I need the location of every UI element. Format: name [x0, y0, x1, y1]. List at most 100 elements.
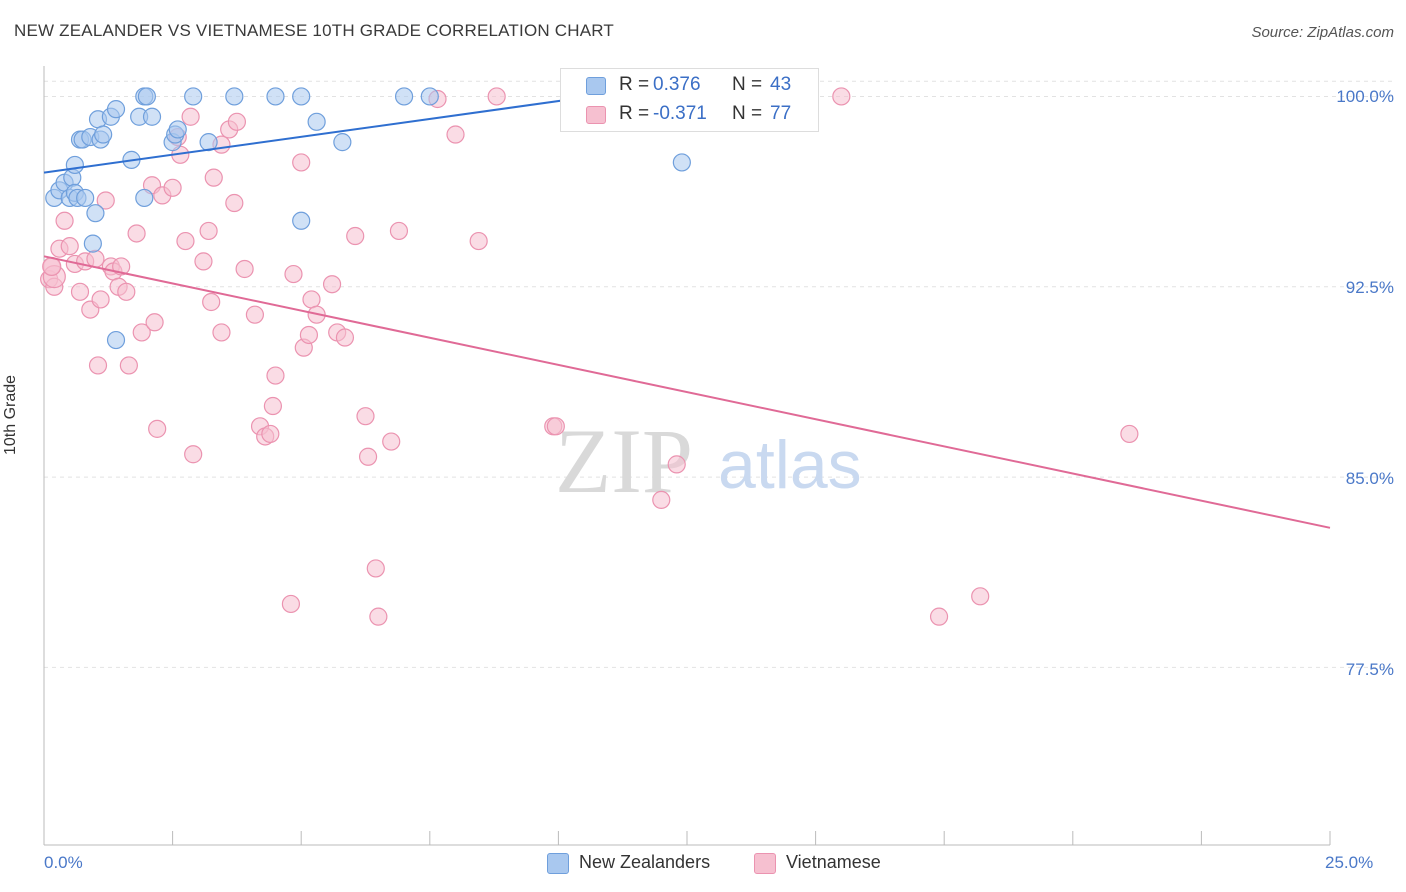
point-new-zealanders — [184, 87, 203, 106]
y-tick-label: 92.5% — [1345, 278, 1394, 297]
point-new-zealanders — [168, 120, 187, 139]
point-vietnamese — [266, 366, 285, 385]
point-new-zealanders — [266, 87, 285, 106]
point-vietnamese — [96, 191, 115, 210]
legend-r-label: R = — [619, 74, 650, 95]
point-vietnamese — [91, 290, 110, 309]
y-axis-label: 10th Grade — [2, 374, 19, 455]
legend-swatch-pink — [586, 106, 606, 124]
point-vietnamese — [55, 211, 74, 230]
point-vietnamese — [356, 407, 375, 426]
point-vietnamese — [176, 231, 195, 251]
point-vietnamese — [652, 490, 671, 510]
chart-source: Source: ZipAtlas.com — [1251, 24, 1394, 41]
point-vietnamese — [832, 87, 851, 106]
legend-n-value: 77 — [770, 103, 792, 124]
point-vietnamese — [302, 290, 321, 309]
legend-r-value: 0.376 — [653, 74, 701, 95]
legend-row-vietnamese: R = -0.371 N = 77 — [561, 100, 818, 130]
point-new-zealanders — [333, 133, 352, 152]
point-vietnamese — [119, 356, 138, 375]
point-new-zealanders — [86, 204, 105, 223]
point-vietnamese — [366, 559, 385, 578]
point-vietnamese — [322, 275, 342, 294]
stats-legend: R = 0.376 N = 43 R = -0.371 N = 77 — [560, 68, 819, 132]
y-tick-label: 85.0% — [1345, 469, 1394, 488]
legend-r-label: R = — [619, 103, 650, 124]
point-new-zealanders — [135, 188, 154, 208]
point-vietnamese — [204, 168, 223, 187]
point-new-zealanders — [307, 112, 326, 131]
point-vietnamese — [335, 328, 355, 347]
legend-label: Vietnamese — [786, 852, 881, 872]
point-vietnamese — [358, 447, 378, 466]
legend-n-label: N = — [732, 74, 763, 95]
point-vietnamese — [292, 153, 311, 172]
point-vietnamese — [194, 252, 213, 271]
legend-n-label: N = — [732, 103, 763, 124]
point-new-zealanders — [137, 87, 156, 106]
point-vietnamese — [469, 231, 488, 251]
point-new-zealanders — [76, 188, 95, 208]
point-vietnamese — [88, 356, 108, 375]
point-vietnamese — [132, 323, 151, 342]
point-vietnamese — [667, 455, 686, 474]
point-vietnamese — [181, 107, 200, 126]
point-vietnamese — [299, 325, 319, 345]
point-vietnamese — [235, 259, 254, 279]
point-vietnamese — [971, 587, 990, 606]
point-new-zealanders — [83, 234, 102, 253]
legend-swatch-blue — [547, 853, 569, 874]
watermark-atlas: atlas — [718, 427, 862, 503]
point-vietnamese — [263, 396, 283, 416]
point-vietnamese — [60, 237, 79, 256]
point-vietnamese — [446, 125, 465, 144]
x-tick-label: 25.0% — [1325, 853, 1374, 872]
point-vietnamese — [70, 282, 90, 301]
point-new-zealanders — [94, 125, 113, 144]
legend-r-value: -0.371 — [653, 103, 707, 124]
point-vietnamese — [199, 221, 218, 241]
trend-line-new-zealanders — [43, 92, 610, 174]
point-new-zealanders — [420, 87, 439, 106]
point-vietnamese — [184, 445, 203, 464]
point-vietnamese — [212, 323, 231, 342]
point-vietnamese — [284, 264, 303, 284]
legend-n-value: 43 — [770, 74, 792, 95]
point-new-zealanders — [106, 100, 126, 119]
point-vietnamese — [245, 305, 265, 324]
point-new-zealanders — [292, 87, 311, 106]
legend-swatch-blue — [586, 77, 606, 95]
point-new-zealanders — [106, 330, 126, 350]
point-new-zealanders — [292, 211, 311, 230]
trend-line-vietnamese — [43, 255, 1331, 529]
point-vietnamese — [225, 193, 244, 213]
point-vietnamese — [86, 249, 105, 268]
chart-title: NEW ZEALANDER VS VIETNAMESE 10TH GRADE C… — [14, 21, 615, 40]
point-vietnamese — [145, 313, 164, 332]
point-vietnamese — [546, 417, 565, 436]
point-new-zealanders — [65, 155, 84, 175]
point-vietnamese — [929, 607, 949, 626]
point-new-zealanders — [394, 87, 414, 106]
y-tick-label: 77.5% — [1345, 660, 1394, 679]
point-vietnamese — [202, 292, 221, 312]
y-tick-label: 100.0% — [1336, 87, 1394, 106]
point-vietnamese — [1120, 424, 1139, 444]
legend-swatch-pink — [754, 853, 776, 874]
point-vietnamese — [382, 432, 401, 451]
point-vietnamese — [389, 221, 409, 241]
legend-label: New Zealanders — [579, 852, 711, 872]
point-vietnamese — [163, 178, 182, 197]
x-tick-label: 0.0% — [44, 853, 83, 872]
point-vietnamese — [281, 594, 301, 614]
point-vietnamese — [261, 424, 280, 444]
point-vietnamese — [117, 282, 136, 301]
point-new-zealanders — [142, 107, 162, 126]
point-vietnamese — [148, 419, 167, 438]
point-vietnamese — [487, 87, 506, 106]
point-new-zealanders — [225, 87, 244, 106]
point-vietnamese — [346, 226, 365, 246]
point-vietnamese — [127, 224, 146, 243]
